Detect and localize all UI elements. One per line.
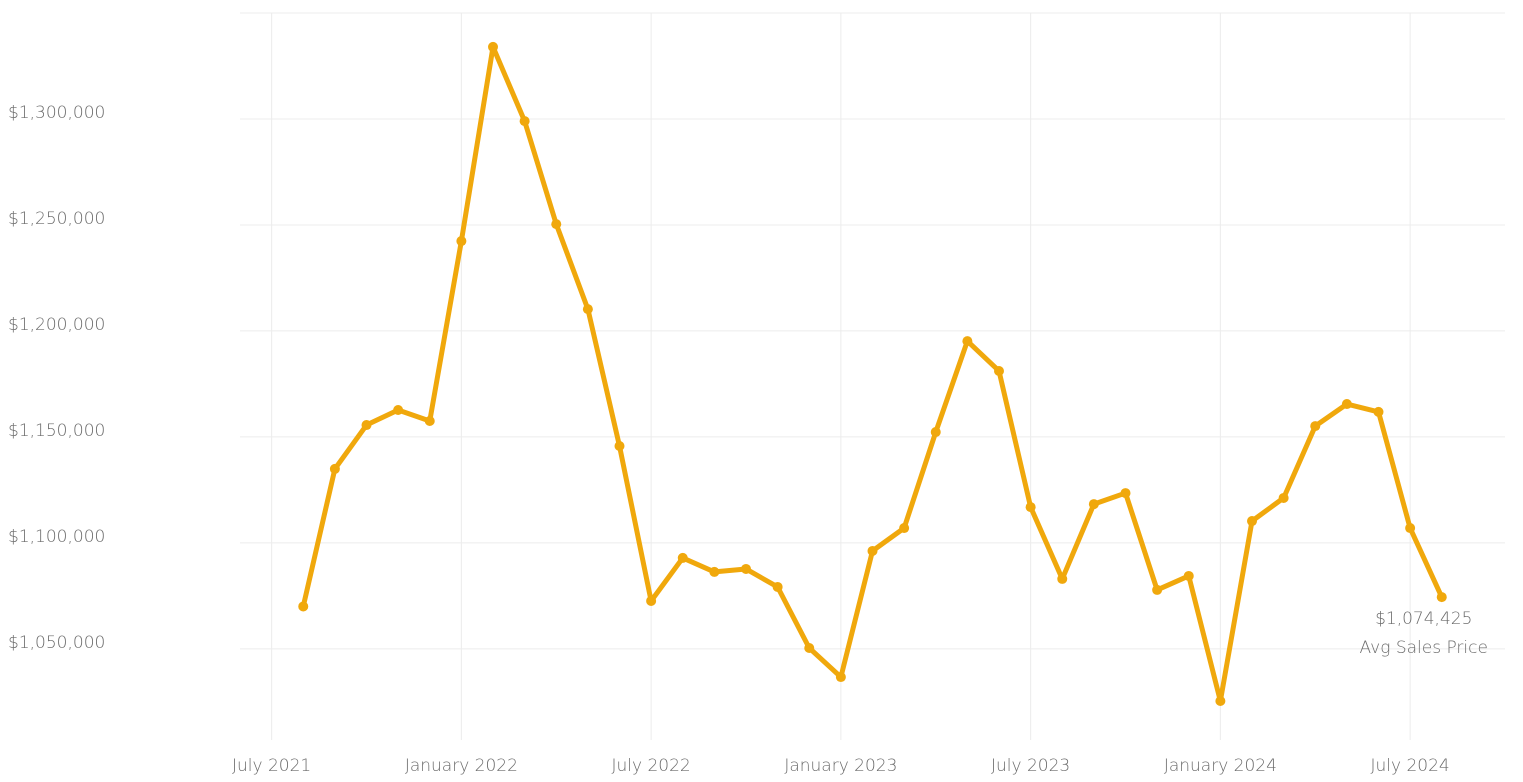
point — [551, 219, 562, 230]
point — [772, 581, 783, 592]
y-tick-label: $1,300,000 — [8, 103, 105, 123]
series-label: Avg Sales Price — [1360, 638, 1488, 658]
point — [298, 601, 309, 612]
point — [519, 116, 530, 127]
point — [1152, 584, 1163, 595]
point — [393, 404, 404, 415]
x-tick-label: July 2023 — [991, 756, 1070, 776]
point — [930, 427, 941, 438]
point — [1341, 399, 1352, 410]
point — [867, 545, 878, 556]
point — [1278, 492, 1289, 503]
point — [1183, 570, 1194, 581]
point — [329, 463, 340, 474]
point — [1405, 523, 1416, 534]
point — [994, 365, 1004, 376]
point — [1436, 592, 1447, 603]
point — [899, 523, 910, 534]
y-tick-label: $1,250,000 — [8, 209, 105, 229]
line — [300, 44, 1445, 704]
x-tick-label: January 2022 — [405, 756, 518, 776]
x-tick-label: July 2022 — [612, 756, 691, 776]
point — [614, 441, 625, 452]
point — [835, 672, 846, 683]
point — [1215, 696, 1226, 707]
point — [456, 236, 467, 247]
point — [1088, 499, 1099, 510]
y-tick-label: $1,150,000 — [8, 421, 105, 441]
y-tick-label: $1,200,000 — [8, 315, 105, 335]
x-tick-label: January 2023 — [784, 756, 897, 776]
point — [582, 304, 593, 315]
y-tick-label: $1,050,000 — [8, 633, 105, 653]
point — [361, 420, 372, 431]
point — [1120, 488, 1131, 499]
value-label: $1,074,425 — [1375, 609, 1472, 629]
point — [1247, 516, 1257, 527]
point — [804, 643, 815, 654]
x-tick-label: July 2024 — [1371, 756, 1450, 776]
point — [646, 595, 657, 606]
point — [488, 41, 498, 52]
point — [1057, 573, 1068, 584]
point — [1310, 421, 1321, 432]
point — [741, 563, 751, 574]
point — [424, 416, 435, 427]
point — [1373, 406, 1384, 417]
point — [962, 336, 973, 347]
point — [709, 566, 720, 577]
x-tick-label: July 2021 — [232, 756, 311, 776]
point — [1025, 502, 1036, 513]
point — [677, 552, 688, 563]
x-tick-label: January 2024 — [1164, 756, 1277, 776]
y-tick-label: $1,100,000 — [8, 527, 105, 547]
